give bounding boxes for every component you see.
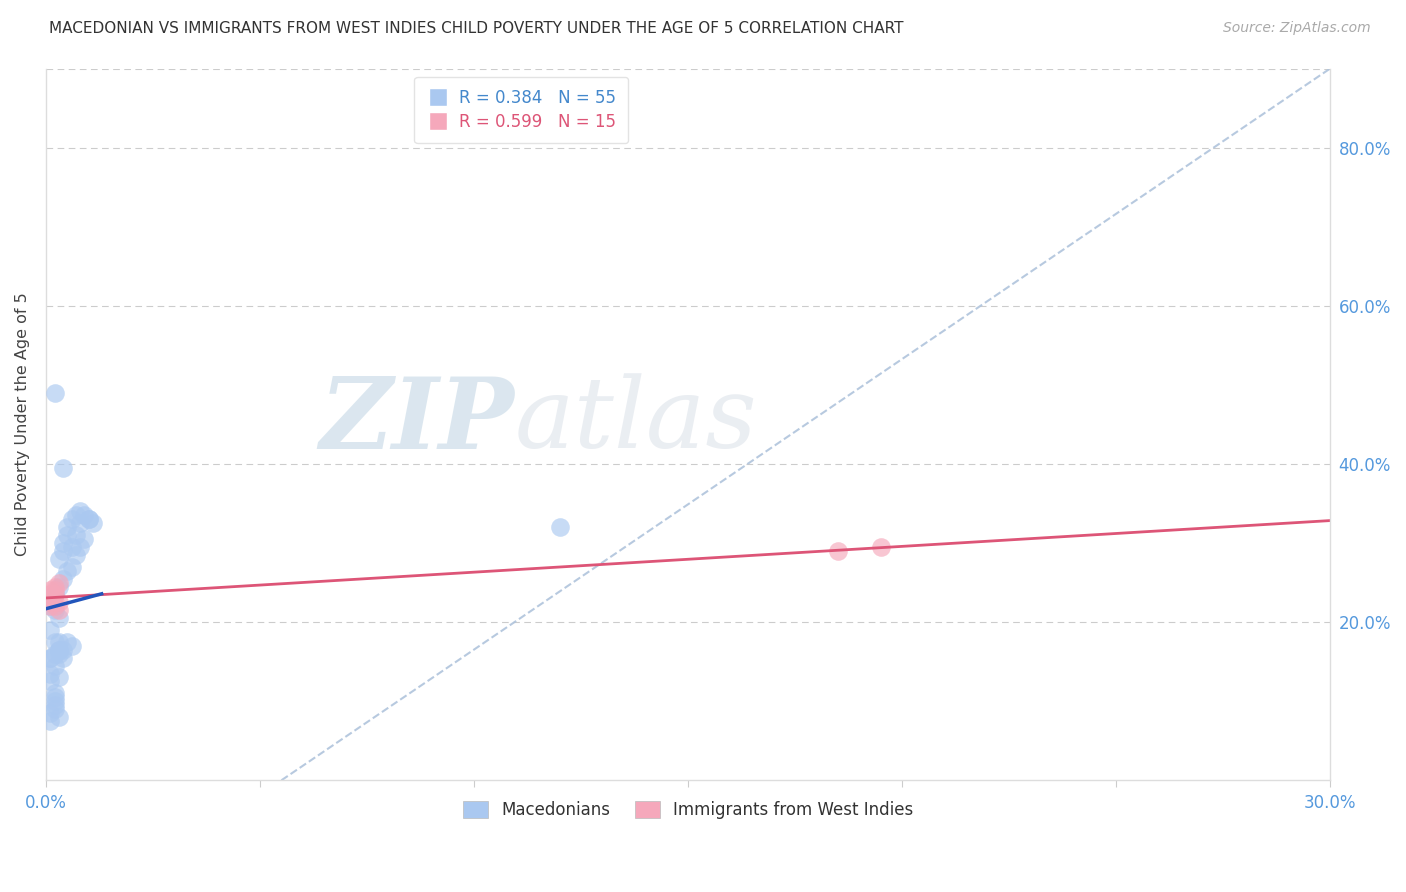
Point [44,603,66,617]
Point [44,580,66,594]
Point [52,544,75,558]
Point [44,385,66,400]
Point [44,599,66,614]
Point [44,698,66,713]
Point [73,508,96,523]
Point [39,591,62,606]
Point [48,575,70,590]
Point [65,528,87,542]
Text: Source: ZipAtlas.com: Source: ZipAtlas.com [1223,21,1371,35]
Point [52,461,75,475]
Point [44,587,66,601]
Text: atlas: atlas [515,373,758,468]
Point [44,635,66,649]
Point [827,544,849,558]
Point [44,658,66,673]
Point [39,650,62,665]
Point [39,583,62,598]
Point [48,642,70,657]
Point [39,666,62,681]
Text: ZIP: ZIP [319,373,515,469]
Text: MACEDONIAN VS IMMIGRANTS FROM WEST INDIES CHILD POVERTY UNDER THE AGE OF 5 CORRE: MACEDONIAN VS IMMIGRANTS FROM WEST INDIE… [49,21,904,36]
Point [82,516,104,531]
Point [65,508,87,523]
Point [56,520,79,534]
Point [56,528,79,542]
Point [39,623,62,637]
Point [44,647,66,661]
Point [39,591,62,606]
Point [48,552,70,566]
Point [69,504,91,518]
Point [69,516,91,531]
Point [60,639,83,653]
Point [39,599,62,614]
Point [39,595,62,609]
Point [39,587,62,601]
Point [77,512,100,526]
Point [39,714,62,728]
Point [48,595,70,609]
Point [48,580,70,594]
Point [48,603,70,617]
Point [44,702,66,716]
Point [44,583,66,598]
Point [52,650,75,665]
Point [56,635,79,649]
Point [60,540,83,554]
Point [52,642,75,657]
Point [69,540,91,554]
Point [60,559,83,574]
Point [60,512,83,526]
Point [48,647,70,661]
Point [48,611,70,625]
Point [39,650,62,665]
Point [52,572,75,586]
Point [48,710,70,724]
Point [77,512,100,526]
Y-axis label: Child Poverty Under the Age of 5: Child Poverty Under the Age of 5 [15,293,30,557]
Point [48,671,70,685]
Point [56,564,79,578]
Point [48,635,70,649]
Point [39,674,62,689]
Point [869,540,891,554]
Point [39,599,62,614]
Point [52,536,75,550]
Point [44,694,66,708]
Point [44,595,66,609]
Point [44,587,66,601]
Point [548,520,571,534]
Point [48,642,70,657]
Point [65,548,87,562]
Legend: Macedonians, Immigrants from West Indies: Macedonians, Immigrants from West Indies [456,794,920,825]
Point [44,690,66,705]
Point [44,686,66,700]
Point [73,532,96,546]
Point [39,706,62,720]
